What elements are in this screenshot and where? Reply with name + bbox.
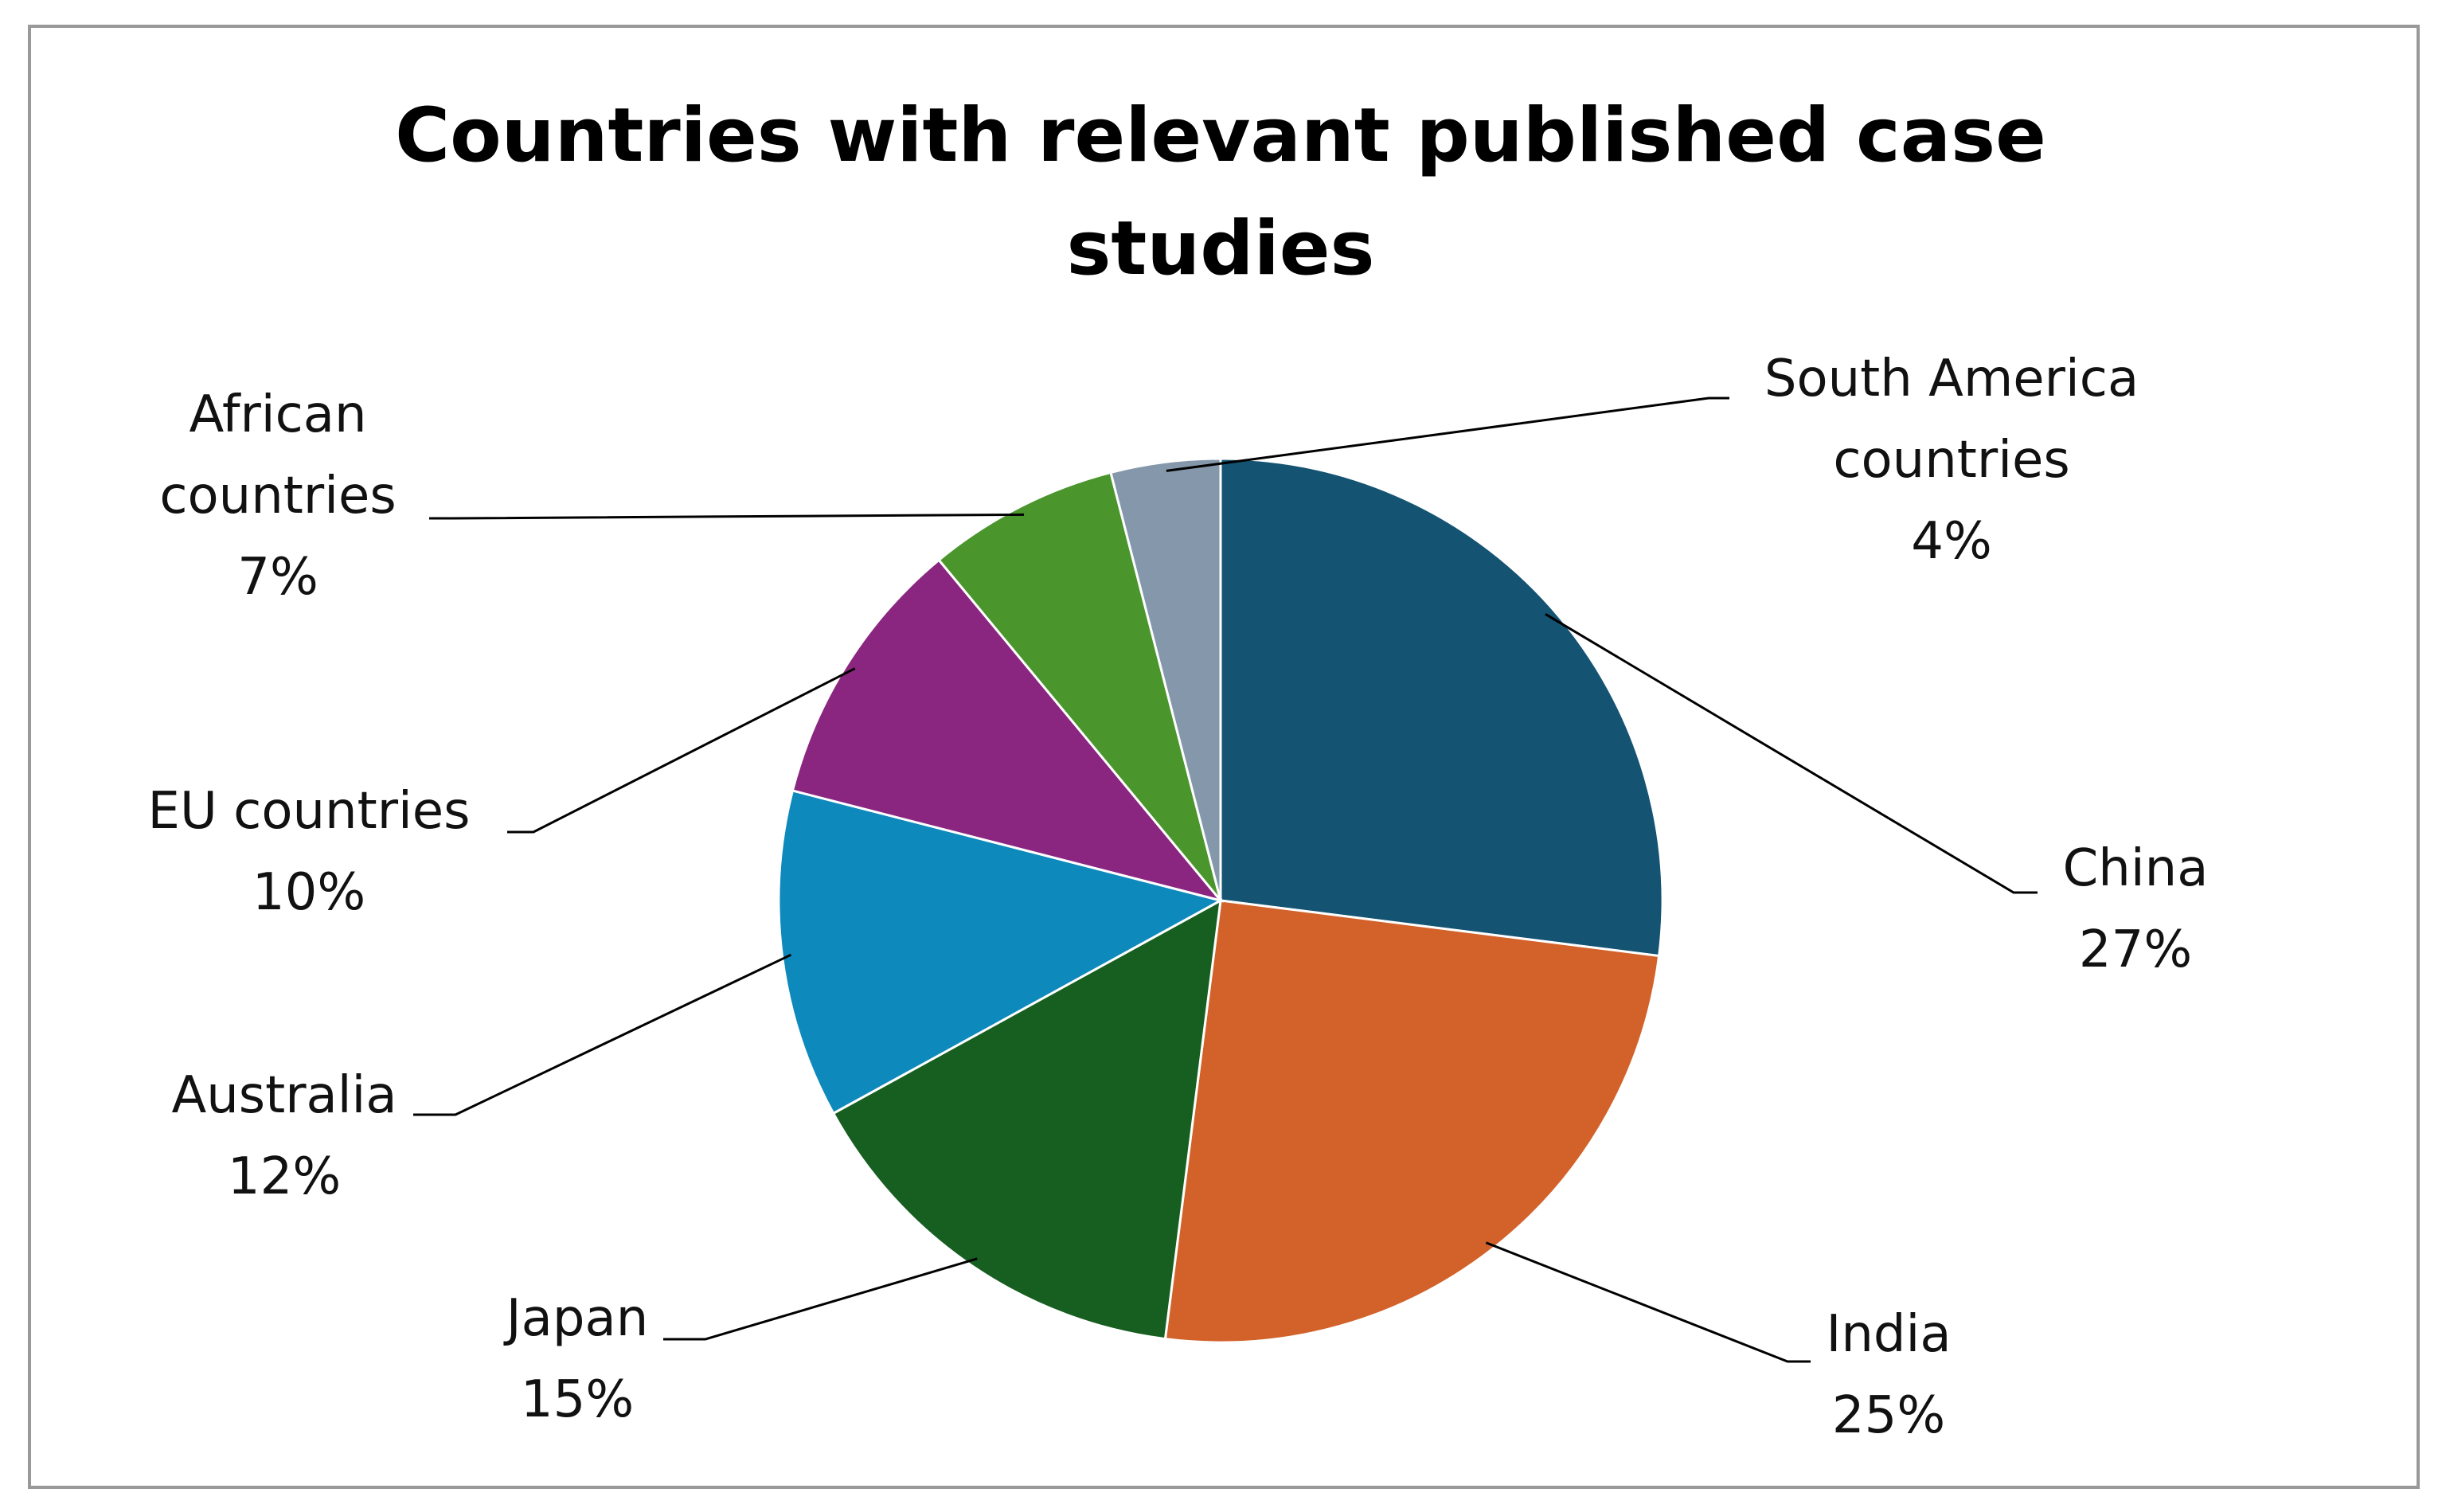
leader-line — [1485, 1241, 1811, 1363]
value-label: 12% — [227, 1147, 342, 1206]
chart-title: Countries with relevant published case s… — [395, 92, 2046, 292]
leader-line — [413, 953, 792, 1116]
category-label: South America countries — [1764, 350, 2139, 490]
category-label: India — [1826, 1305, 1952, 1364]
pie-slice — [777, 789, 1225, 1115]
category-label: Australia — [171, 1066, 397, 1125]
value-label: 4% — [1911, 512, 1992, 571]
pie-slice — [791, 558, 1225, 903]
category-label: African countries — [159, 385, 397, 525]
pie-slice — [831, 898, 1222, 1341]
pie-slice — [1163, 899, 1661, 1344]
category-label: China — [2062, 839, 2209, 898]
leader-line — [429, 513, 1025, 520]
value-label: 27% — [2078, 920, 2193, 979]
pie-slice — [937, 471, 1222, 901]
category-label: Japan — [506, 1289, 649, 1348]
value-label: 15% — [520, 1370, 635, 1429]
value-label: 25% — [1831, 1386, 1946, 1445]
leader-line — [1545, 613, 2038, 894]
leader-line — [1166, 397, 1729, 472]
pie-slice — [1219, 457, 1664, 958]
pie-slice — [1109, 457, 1222, 901]
value-label: 10% — [252, 863, 366, 922]
leader-line — [507, 667, 856, 834]
category-label: EU countries — [147, 782, 471, 841]
value-label: 7% — [237, 548, 318, 607]
leader-line — [663, 1257, 978, 1341]
chart-border — [28, 25, 2420, 1489]
